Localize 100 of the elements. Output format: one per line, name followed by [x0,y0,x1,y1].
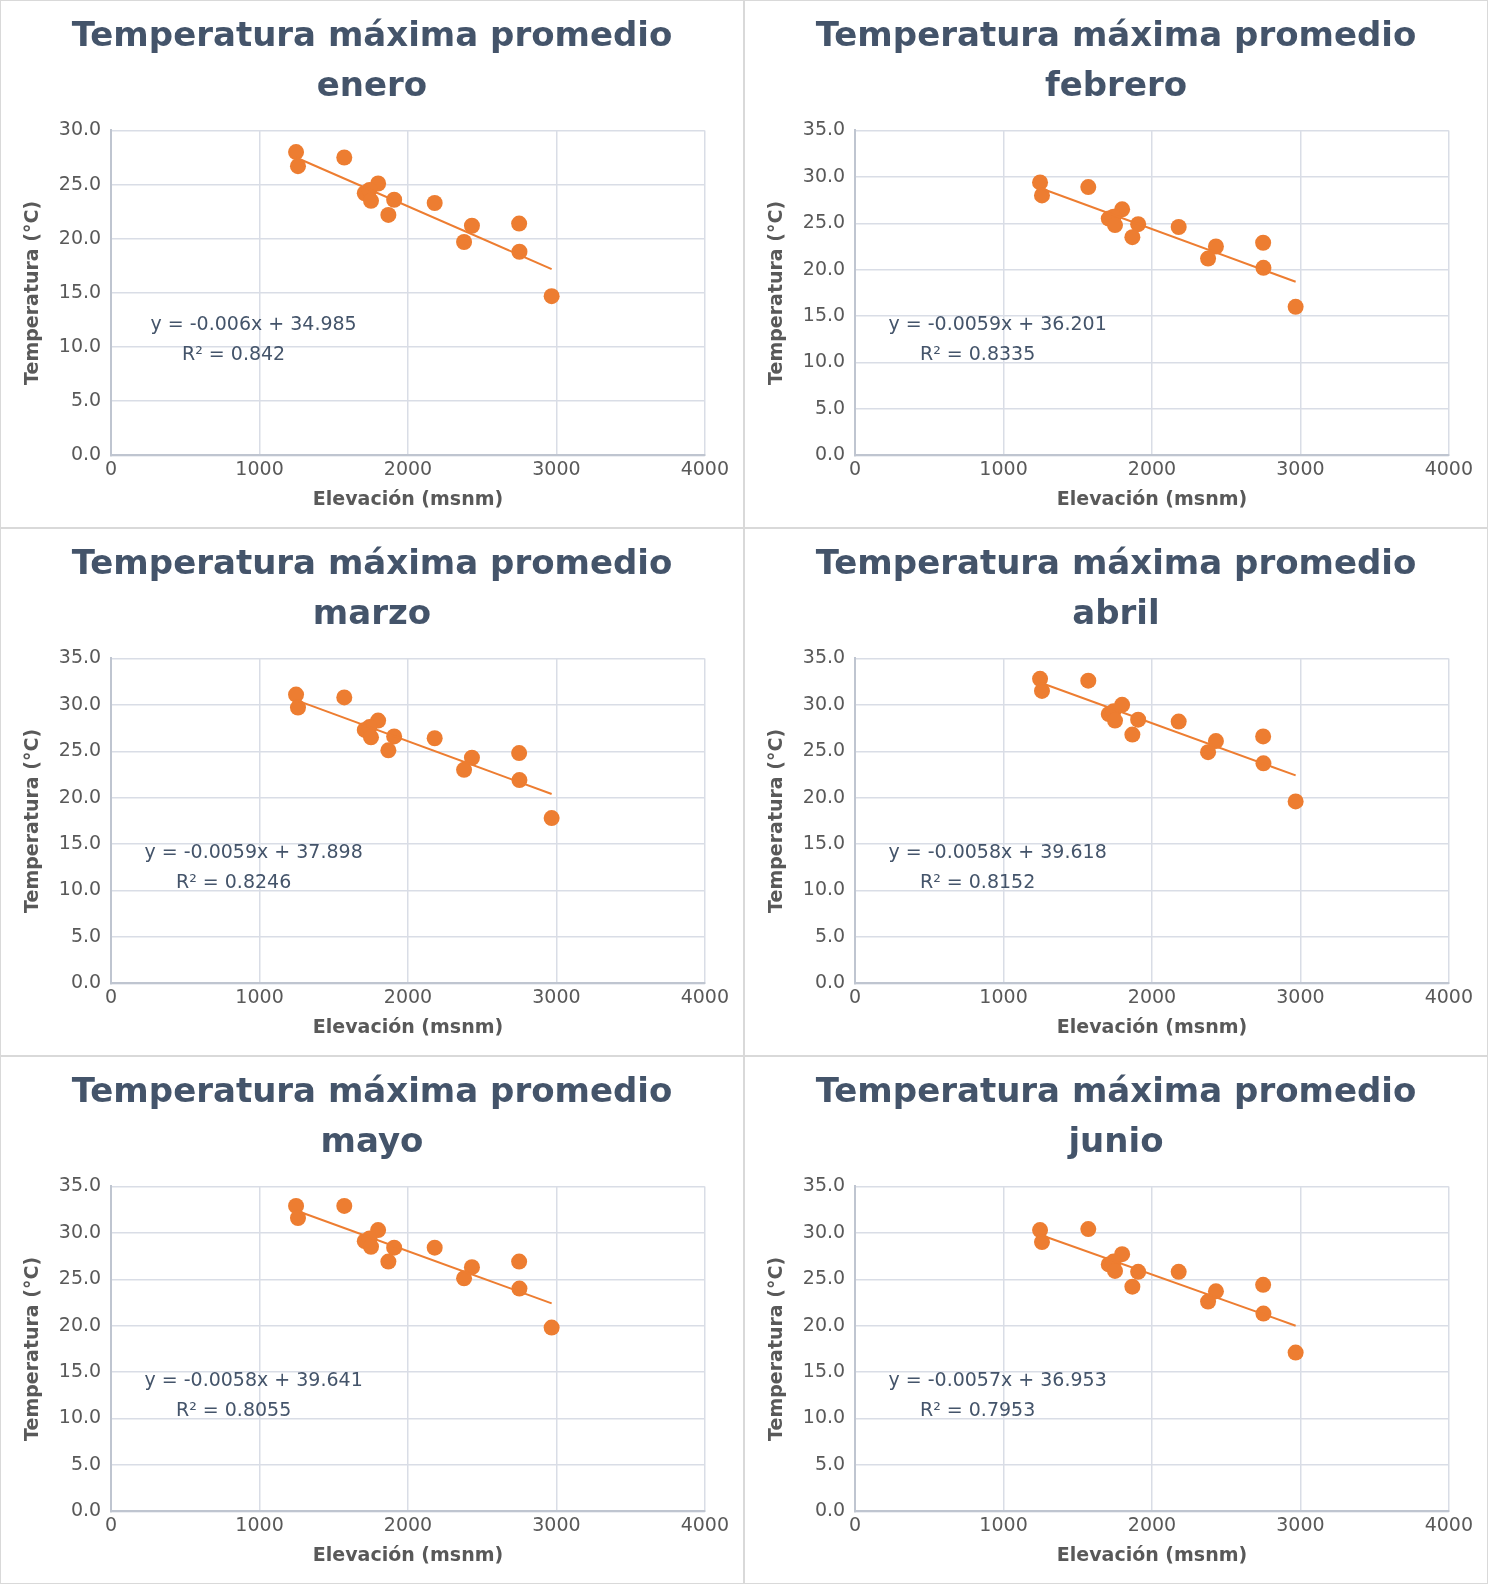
x-tick-label: 0 [105,1512,118,1535]
y-tick-label: 5.0 [814,1451,846,1474]
annotation: y = -0.0059x + 36.201 [888,312,1107,335]
y-tick-label: 30.0 [802,163,846,186]
y-tick-label: 0.0 [70,442,102,465]
x-tick-label: 0 [105,456,118,479]
chart-title: Temperatura máxima promedio marzo [70,541,674,634]
y-tick-label: 15.0 [802,303,846,326]
y-tick-label: 25.0 [58,738,102,761]
y-tick-label: 35.0 [802,117,846,140]
chart-title: Temperatura máxima promedio enero [70,13,674,106]
annotation: y = -0.0058x + 39.641 [144,1368,363,1391]
y-tick-label: 25.0 [802,1266,846,1289]
x-tick-label: 3000 [532,1512,581,1535]
y-tick-label: 10.0 [58,877,102,900]
y-tick-label: 10.0 [58,334,102,356]
x-tick-label: 1000 [979,456,1028,479]
y-tick-label: 25.0 [58,1266,102,1289]
y-tick-label: 10.0 [802,349,846,372]
annotation: R² = 0.8335 [919,342,1036,365]
x-tick-label: 4000 [680,456,729,479]
y-tick-label: 15.0 [802,831,846,854]
chart-title: Temperatura máxima promedio mayo [70,1069,674,1162]
y-axis-title: Temperatura (°C) [764,728,787,913]
x-tick-label: 3000 [532,984,581,1007]
x-axis-title: Elevación (msnm) [312,1542,504,1565]
x-tick-label: 4000 [1424,984,1473,1007]
x-tick-label: 2000 [1127,984,1177,1007]
y-tick-label: 30.0 [58,1219,102,1242]
y-tick-label: 5.0 [814,923,846,946]
y-tick-label: 15.0 [58,279,102,302]
annotation: y = -0.0057x + 36.953 [888,1368,1107,1391]
y-tick-label: 10.0 [802,1405,846,1428]
annotation: R² = 0.842 [181,342,286,365]
y-tick-label: 35.0 [802,645,846,668]
y-tick-label: 20.0 [802,784,846,807]
x-tick-label: 2000 [383,1512,433,1535]
x-tick-label: 1000 [235,984,284,1007]
x-tick-label: 0 [105,984,118,1007]
annotation: y = -0.006x + 34.985 [150,312,357,335]
x-tick-label: 2000 [1127,456,1177,479]
y-tick-label: 0.0 [70,970,102,993]
x-tick-label: 1000 [979,1512,1028,1535]
x-tick-label: 1000 [979,984,1028,1007]
y-axis-title: Temperatura (°C) [20,728,43,913]
y-tick-label: 0.0 [814,970,846,993]
x-tick-label: 0 [849,1512,862,1535]
y-tick-label: 35.0 [58,645,102,668]
y-tick-label: 5.0 [70,1451,102,1474]
y-tick-label: 0.0 [814,1498,846,1521]
y-tick-label: 5.0 [70,388,102,411]
annotation: R² = 0.7953 [919,1398,1036,1421]
chart-title: Temperatura máxima promedio abril [814,541,1418,634]
y-tick-label: 20.0 [58,1312,102,1335]
y-axis-title: Temperatura (°C) [20,200,43,385]
y-tick-label: 30.0 [58,691,102,714]
x-tick-label: 4000 [680,984,729,1007]
x-axis-title: Elevación (msnm) [1056,1542,1248,1565]
x-tick-label: 4000 [1424,1512,1473,1535]
x-tick-label: 0 [849,456,862,479]
y-tick-label: 20.0 [802,1312,846,1335]
y-tick-label: 0.0 [814,442,846,465]
x-tick-label: 3000 [1276,456,1325,479]
y-tick-label: 25.0 [802,738,846,761]
y-tick-label: 20.0 [58,225,102,248]
x-tick-label: 3000 [532,456,581,479]
x-tick-label: 3000 [1276,984,1325,1007]
y-tick-label: 25.0 [802,210,846,233]
x-axis-title: Elevación (msnm) [1056,486,1248,509]
annotation: R² = 0.8055 [175,1398,292,1421]
x-axis-title: Elevación (msnm) [1056,1014,1248,1037]
y-tick-label: 15.0 [58,831,102,854]
y-tick-label: 5.0 [814,395,846,418]
chart-title: Temperatura máxima promedio febrero [814,13,1418,106]
y-tick-label: 0.0 [70,1498,102,1521]
x-tick-label: 1000 [235,456,284,479]
x-axis-title: Elevación (msnm) [312,486,504,509]
x-tick-label: 3000 [1276,1512,1325,1535]
y-tick-label: 35.0 [802,1173,846,1196]
annotation: y = -0.0059x + 37.898 [144,840,363,863]
y-axis-title: Temperatura (°C) [764,200,787,385]
y-tick-label: 20.0 [802,256,846,279]
y-tick-label: 20.0 [58,784,102,807]
annotation: y = -0.0058x + 39.618 [888,840,1107,863]
y-tick-label: 30.0 [802,691,846,714]
y-tick-label: 25.0 [58,171,102,194]
y-axis-title: Temperatura (°C) [764,1256,787,1441]
x-tick-label: 4000 [680,1512,729,1535]
annotation: R² = 0.8152 [919,870,1036,893]
x-tick-label: 0 [849,984,862,1007]
x-tick-label: 2000 [383,984,433,1007]
chart-title: Temperatura máxima promedio junio [814,1069,1418,1162]
y-tick-label: 10.0 [58,1405,102,1428]
x-tick-label: 4000 [1424,456,1473,479]
annotation: R² = 0.8246 [175,870,292,893]
y-tick-label: 10.0 [802,877,846,900]
x-axis-title: Elevación (msnm) [312,1014,504,1037]
y-tick-label: 15.0 [802,1359,846,1382]
y-tick-label: 5.0 [70,923,102,946]
y-tick-label: 35.0 [58,1173,102,1196]
